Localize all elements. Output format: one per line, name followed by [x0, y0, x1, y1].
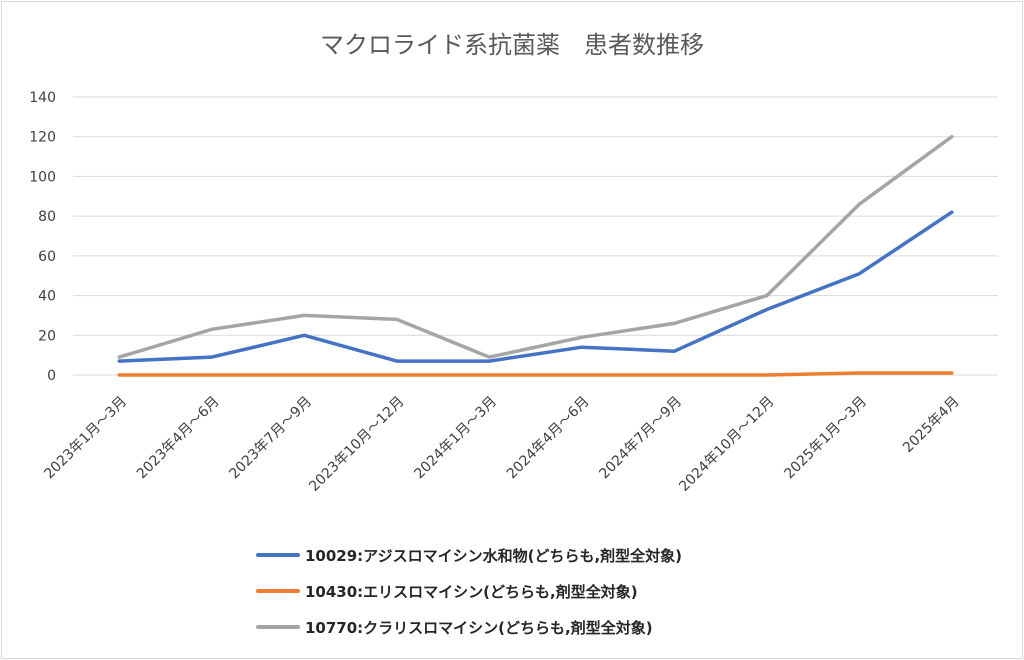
y-axis-ticks: 0 20 40 60 80 100 120 140: [29, 90, 56, 384]
y-tick-label: 120: [29, 130, 56, 146]
legend-label: 10029:アジスロマイシン水和物(どちらも,剤型全対象): [305, 547, 682, 565]
y-tick-label: 60: [38, 249, 56, 265]
y-tick-label: 80: [38, 209, 56, 225]
x-tick-label: 2025年1月～3月: [781, 394, 870, 483]
y-tick-label: 0: [47, 368, 56, 384]
chart-title: マクロライド系抗菌薬 患者数推移: [320, 31, 704, 59]
x-tick-label: 2023年4月～6月: [134, 394, 223, 483]
x-axis-ticks: 2023年1月～3月 2023年4月～6月 2023年7月～9月2023年10月～1…: [41, 394, 962, 495]
legend-label: 10770:クラリスロマイシン(どちらも,剤型全対象): [305, 619, 653, 637]
y-tick-label: 140: [29, 90, 56, 106]
x-tick-label: 2024年4月～6月: [504, 394, 593, 483]
series-line-1: [117, 210, 954, 363]
legend-label: 10430:エリスロマイシン(どちらも,剤型全対象): [305, 583, 638, 601]
x-tick-label: 2023年1月～3月: [41, 394, 130, 483]
x-tick-label: 2024年7月～9月: [596, 394, 685, 483]
series-line-2: [117, 371, 954, 377]
x-tick-label: 2024年10月～12月: [676, 394, 777, 495]
x-tick-label: 2023年10月～12月: [306, 394, 407, 495]
legend: 10029:アジスロマイシン水和物(どちらも,剤型全対象) 10430:エリスロマ…: [256, 547, 682, 637]
y-tick-label: 20: [38, 328, 56, 344]
gridlines: [73, 96, 998, 376]
y-tick-label: 100: [29, 169, 56, 185]
series-line-3: [117, 134, 954, 359]
series-lines: [117, 134, 954, 377]
x-tick-label: 2024年1月～3月: [411, 394, 500, 483]
x-tick-label: 2023年7月～9月: [226, 394, 315, 483]
y-tick-label: 40: [38, 289, 56, 305]
x-tick-label: 2025年4月: [900, 394, 963, 457]
